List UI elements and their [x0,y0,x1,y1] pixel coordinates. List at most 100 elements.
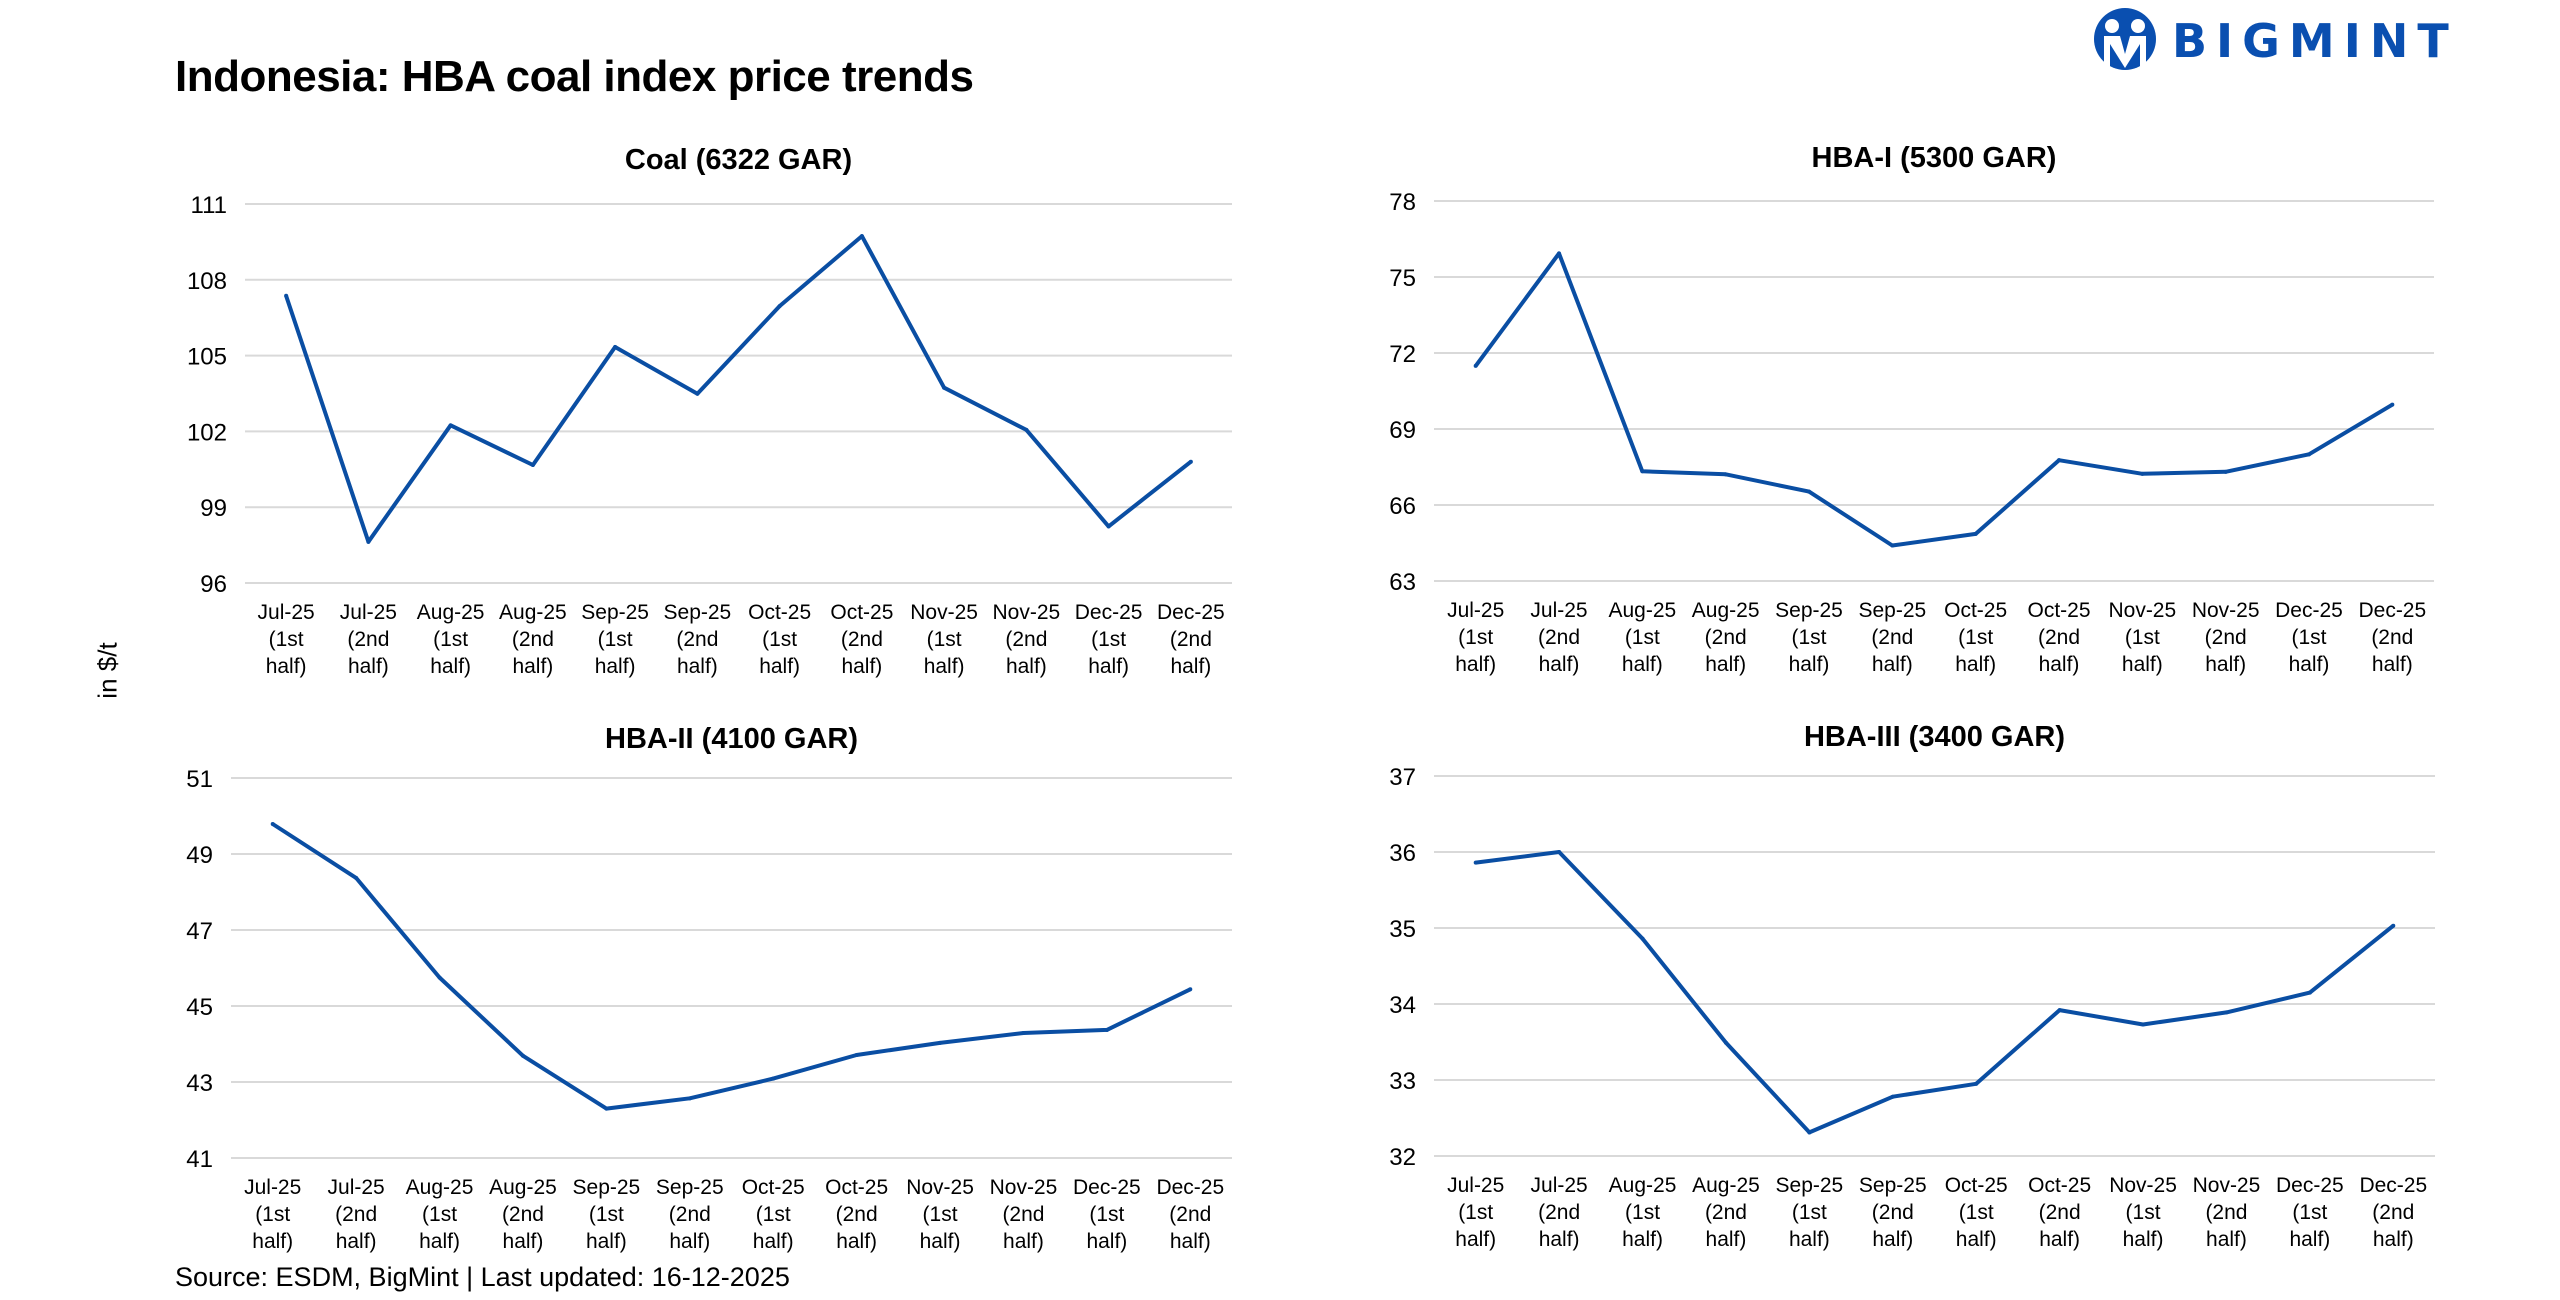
data-point [520,1053,525,1058]
series-line [284,234,1193,544]
data-point [2307,452,2311,457]
x-tick-line: Nov-25 [2108,599,2176,622]
x-tick-line: half) [512,655,553,678]
x-tick-label: Dec-25 (2nd half) [1157,601,1225,678]
x-tick-line: half) [1088,655,1129,678]
data-point [2224,1010,2229,1015]
x-tick-line: (2nd [1538,626,1580,649]
x-tick-label: Jul-25 (2nd half) [1531,1174,1588,1251]
x-tick-line: half) [1006,655,1047,678]
x-tick-label: Sep-25 (2nd half) [664,601,732,678]
y-tick-label: 32 [1389,1144,1416,1171]
x-tick-line: Nov-25 [2192,599,2260,622]
x-tick-line: (1st [1791,626,1826,649]
data-point [1188,459,1193,464]
data-point [1723,1040,1728,1045]
x-tick-line: half) [836,1230,877,1253]
data-point [854,1053,859,1058]
x-tick-line: (1st [2291,626,2326,649]
y-tick-label: 69 [1389,417,1416,444]
chart-title: HBA-I (5300 GAR) [1812,142,2057,174]
y-tick-label: 111 [191,192,227,219]
x-tick-line: (2nd [1872,1201,1914,1224]
x-tick-line: half) [1706,1228,1747,1251]
data-point [2390,402,2395,407]
x-tick-line: half) [2289,653,2330,676]
x-tick-line: (2nd [2205,626,2247,649]
x-tick-line: Oct-25 [742,1176,805,1199]
y-tick-label: 47 [186,918,213,945]
x-tick-label: Oct-25 (1st half) [748,601,811,678]
data-point [1473,860,1478,865]
y-tick-label: 33 [1389,1068,1416,1095]
x-tick-line: (2nd [512,628,554,651]
data-point [859,234,864,239]
x-tick-line: (1st [1958,626,1993,649]
x-tick-line: (1st [269,628,304,651]
x-tick-label: Jul-25 (1st half) [1447,1174,1504,1251]
x-tick-label: Oct-25 (2nd half) [830,601,893,678]
y-tick-label: 96 [200,571,227,598]
x-tick-label: Oct-25 (2nd half) [2028,1174,2091,1251]
x-tick-line: half) [1170,1230,1211,1253]
x-tick-line: Oct-25 [2027,599,2090,622]
x-tick-label: Aug-25 (1st half) [417,601,485,678]
y-tick-label: 45 [186,994,213,1021]
x-tick-label: Dec-25 (1st half) [2275,599,2343,676]
x-tick-line: Aug-25 [499,601,567,624]
x-tick-line: (1st [1959,1201,1994,1224]
y-tick-label: 78 [1389,189,1416,216]
series-line [271,822,1192,1111]
x-tick-line: (1st [762,628,797,651]
x-tick-line: half) [2373,1228,2414,1251]
data-point [1807,1130,1812,1135]
x-tick-line: Sep-25 [656,1176,724,1199]
x-tick-label: Sep-25 (1st half) [573,1176,641,1253]
data-point [1104,1027,1109,1032]
x-tick-line: half) [503,1230,544,1253]
chart-2: HBA-I (5300 GAR) 63 66 69 72 75 78 Jul-25 (1st ha… [1389,142,2434,676]
x-tick-line: (1st [2125,626,2160,649]
y-tick-label: 51 [186,766,213,793]
data-point [437,975,442,980]
x-tick-line: half) [1789,653,1830,676]
data-point [604,1106,609,1111]
x-tick-line: Sep-25 [1858,599,1926,622]
x-tick-line: (1st [2292,1201,2327,1224]
x-tick-line: Jul-25 [1530,599,1587,622]
data-point [1473,363,1478,368]
x-tick-line: (2nd [1871,626,1913,649]
x-tick-line: half) [2039,1228,2080,1251]
x-tick-label: Jul-25 (2nd half) [340,601,397,678]
data-point [1723,472,1728,477]
x-tick-line: half) [586,1230,627,1253]
x-tick-label: Aug-25 (2nd half) [499,601,567,678]
x-tick-line: (1st [1458,1201,1493,1224]
x-tick-line: (2nd [2205,1201,2247,1224]
x-tick-line: (2nd [502,1203,544,1226]
x-tick-label: Jul-25 (1st half) [244,1176,301,1253]
y-tick-label: 37 [1389,764,1416,791]
x-tick-label: Nov-25 (2nd half) [993,601,1061,678]
x-tick-line: (2nd [1002,1203,1044,1226]
x-tick-line: (2nd [1538,1201,1580,1224]
x-tick-line: half) [2206,1228,2247,1251]
x-tick-line: (1st [1625,1201,1660,1224]
data-point [2307,990,2312,995]
x-tick-line: Oct-25 [748,601,811,624]
data-point [2057,458,2061,463]
x-tick-line: half) [252,1230,293,1253]
x-tick-line: (1st [1625,626,1660,649]
x-tick-line: (2nd [676,628,718,651]
x-tick-line: Dec-25 [1156,1176,1224,1199]
chart-title: Coal (6322 GAR) [625,144,852,176]
x-tick-line: Jul-25 [258,601,315,624]
x-tick-line: (2nd [1705,626,1747,649]
x-tick-label: Dec-25 (2nd half) [2359,1174,2427,1251]
x-tick-line: (1st [2126,1201,2161,1224]
x-tick-line: half) [1539,653,1580,676]
x-tick-label: Oct-25 (1st half) [1945,1174,2008,1251]
x-tick-line: (1st [589,1203,624,1226]
x-tick-line: half) [677,655,718,678]
x-tick-label: Aug-25 (2nd half) [489,1176,557,1253]
